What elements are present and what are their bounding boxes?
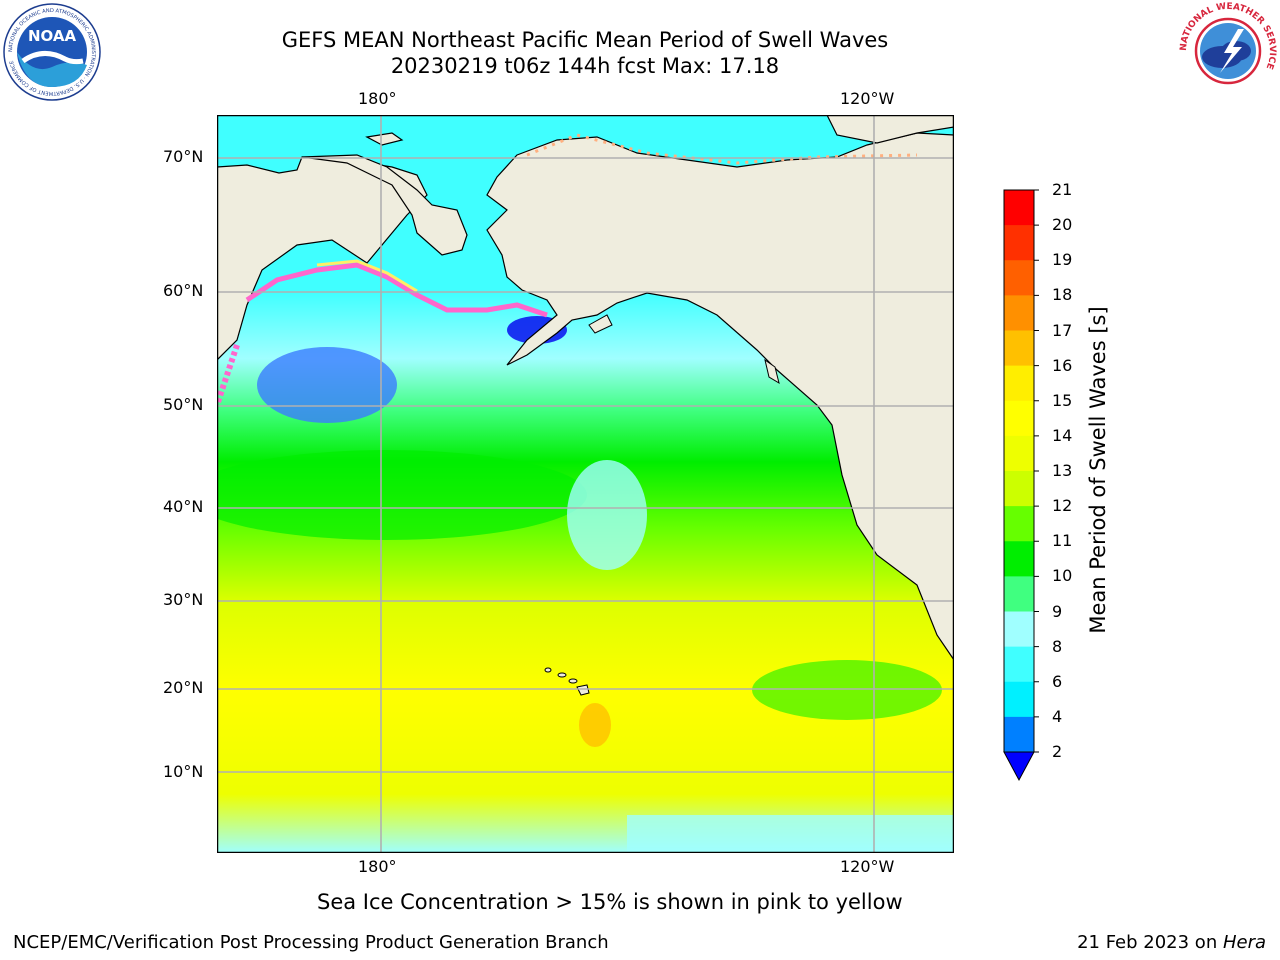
colorbar-tick-label: 19 [1052, 250, 1073, 270]
colorbar-tick-label: 21 [1052, 180, 1073, 199]
footer-date: 21 Feb 2023 on Hera [1077, 932, 1266, 953]
colorbar-segment [1004, 365, 1034, 402]
lat-label-70n: 70°N [163, 147, 204, 166]
colorbar-tick-label: 8 [1052, 636, 1063, 656]
land-chukotka [301, 154, 468, 256]
colorbar [1000, 185, 1040, 785]
colorbar-tick-label: 12 [1052, 496, 1073, 516]
colorbar-title: Mean Period of Swell Waves [s] [1086, 306, 1110, 634]
map-panel [187, 114, 955, 854]
lon-label-top-120w: 120°W [840, 89, 895, 108]
map-gridlines [217, 115, 954, 853]
colorbar-tick-label: 6 [1052, 671, 1063, 691]
colorbar-segment [1004, 295, 1034, 331]
lat-label-40n: 40°N [163, 497, 204, 516]
sea-ice-kamchatka [214, 344, 240, 406]
colorbar-tick-label: 17 [1052, 320, 1073, 340]
colorbar-segment [1004, 471, 1034, 507]
colorbar-tick-label: 4 [1052, 706, 1063, 726]
colorbar-segment [1004, 400, 1034, 437]
colorbar-segment [1004, 716, 1034, 753]
cyan-band-south [627, 815, 954, 853]
footer-date-text: 21 Feb 2023 on [1077, 932, 1223, 953]
colorbar-segment [1004, 646, 1034, 683]
lat-label-20n: 20°N [163, 678, 204, 697]
map-title: GEFS MEAN Northeast Pacific Mean Period … [281, 28, 889, 52]
colorbar-tick-label: 9 [1052, 601, 1063, 621]
colorbar-tick-label: 16 [1052, 355, 1073, 375]
map-subtitle: 20230219 t06z 144h fcst Max: 17.18 [390, 54, 780, 78]
orange-patch-hawaii [579, 703, 611, 747]
colorbar-segment [1004, 260, 1034, 296]
colorbar-segment [1004, 506, 1034, 542]
colorbar-segment [1004, 190, 1034, 226]
colorbar-segment [1004, 541, 1034, 577]
colorbar-tick-label: 11 [1052, 531, 1073, 551]
land-vancouver-island [764, 358, 780, 385]
low-period-area-bering [257, 347, 397, 423]
footer-host: Hera [1222, 932, 1266, 953]
sea-ice-bering [245, 262, 548, 318]
hawaii-islands [544, 667, 590, 696]
colorbar-tick-label: 20 [1052, 215, 1073, 235]
colorbar-tick-label: 13 [1052, 461, 1073, 480]
colorbar-tick-label: 15 [1052, 390, 1073, 410]
colorbar-segment [1004, 330, 1034, 367]
lat-label-30n: 30°N [163, 590, 204, 609]
sea-ice-caption: Sea Ice Concentration > 15% is shown in … [317, 890, 903, 914]
lon-label-top-180: 180° [358, 89, 397, 108]
colorbar-segment [1004, 681, 1034, 718]
colorbar-segment [1004, 435, 1034, 472]
green-area-east [752, 660, 942, 720]
noaa-logo: NOAA NATIONAL OCEANIC AND ATMOSPHERIC AD… [3, 3, 101, 101]
colorbar-segment [1004, 611, 1034, 648]
map-frame [216, 114, 955, 854]
green-band-west [187, 450, 587, 540]
lat-label-50n: 50°N [163, 395, 204, 414]
colorbar-tick-label: 2 [1052, 742, 1063, 761]
noaa-logo-text: NOAA [28, 27, 77, 45]
land-wrangel-island [365, 132, 404, 146]
sea-ice-bering-edge [316, 259, 418, 293]
footer-organization: NCEP/EMC/Verification Post Processing Pr… [13, 932, 609, 953]
land-kodiak-island [588, 314, 613, 334]
colorbar-segment [1004, 576, 1034, 612]
lon-label-bottom-120w: 120°W [840, 857, 895, 876]
nws-logo: NATIONAL WEATHER SERVICE [1178, 1, 1278, 101]
lat-label-10n: 10°N [163, 762, 204, 781]
colorbar-tick-label: 18 [1052, 285, 1073, 305]
lon-label-bottom-180: 180° [358, 857, 397, 876]
colorbar-segment [1004, 225, 1034, 261]
cyan-tongue [567, 460, 647, 570]
colorbar-extension [1003, 751, 1035, 782]
colorbar-tick-label: 14 [1052, 425, 1073, 445]
colorbar-tick-label: 10 [1052, 566, 1073, 586]
lat-label-60n: 60°N [163, 281, 204, 300]
